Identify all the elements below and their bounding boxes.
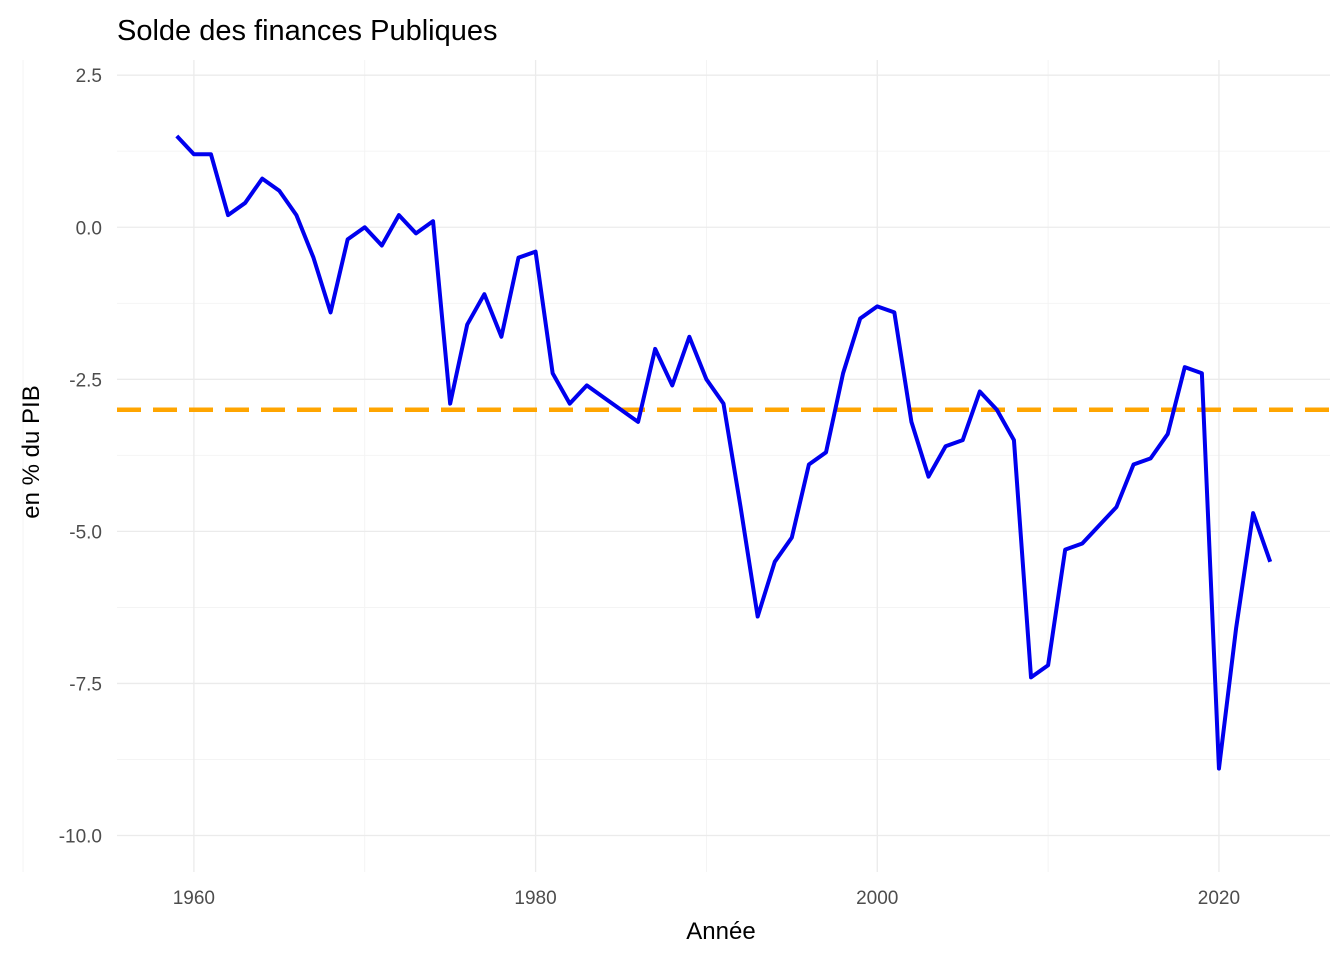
data-point — [1063, 548, 1067, 552]
y-tick-label: -10.0 — [59, 827, 102, 848]
minor-gridlines — [22, 60, 1330, 872]
x-axis-title: Année — [686, 918, 755, 945]
data-point — [1012, 438, 1016, 442]
data-point — [1029, 675, 1033, 679]
data-point — [551, 371, 555, 375]
y-tick-label: -2.5 — [69, 370, 102, 391]
major-gridlines — [117, 60, 1330, 872]
data-point — [909, 420, 913, 424]
data-point — [243, 201, 247, 205]
data-point — [722, 402, 726, 406]
data-point — [602, 396, 606, 400]
y-tick-label: 0.0 — [76, 218, 102, 239]
data-point — [1200, 371, 1204, 375]
data-point — [1149, 456, 1153, 460]
data-point — [346, 237, 350, 241]
data-point — [1217, 767, 1221, 771]
data-point — [192, 152, 196, 156]
data-point — [790, 535, 794, 539]
data-point — [414, 231, 418, 235]
data-point — [961, 438, 965, 442]
data-point — [226, 213, 230, 217]
series-line-solde — [175, 134, 1273, 771]
data-point — [294, 213, 298, 217]
data-point — [209, 152, 213, 156]
data-point — [465, 323, 469, 327]
data-point — [499, 335, 503, 339]
data-point — [516, 256, 520, 260]
x-tick-label: 1980 — [514, 888, 556, 909]
data-point — [1097, 523, 1101, 527]
data-point — [858, 317, 862, 321]
data-point — [1268, 560, 1272, 564]
data-point — [1234, 627, 1238, 631]
data-point — [927, 475, 931, 479]
data-point — [1166, 432, 1170, 436]
data-point — [448, 402, 452, 406]
data-point — [568, 402, 572, 406]
y-tick-label: -7.5 — [69, 674, 102, 695]
data-point — [824, 450, 828, 454]
data-point — [534, 250, 538, 254]
data-point — [687, 335, 691, 339]
data-point — [841, 371, 845, 375]
x-axis-ticks: 1960 1980 2000 2020 — [173, 888, 1240, 909]
y-tick-label: 2.5 — [76, 66, 102, 87]
data-point — [482, 292, 486, 296]
data-point — [585, 383, 589, 387]
data-point — [380, 244, 384, 248]
y-axis-title: en % du PIB — [18, 385, 45, 518]
data-point — [1183, 365, 1187, 369]
data-point — [995, 408, 999, 412]
data-point — [329, 310, 333, 314]
data-point — [311, 256, 315, 260]
series-points — [175, 134, 1272, 771]
data-point — [875, 304, 879, 308]
data-point — [260, 177, 264, 181]
data-point — [1132, 462, 1136, 466]
chart-title: Solde des finances Publiques — [117, 15, 497, 47]
data-point — [431, 219, 435, 223]
data-point — [653, 347, 657, 351]
data-point — [944, 444, 948, 448]
data-point — [175, 134, 179, 138]
data-point — [978, 389, 982, 393]
data-point — [807, 462, 811, 466]
data-point — [636, 420, 640, 424]
data-point — [1251, 511, 1255, 515]
data-point — [739, 505, 743, 509]
data-point — [704, 377, 708, 381]
data-point — [670, 383, 674, 387]
data-point — [1114, 505, 1118, 509]
x-tick-label: 1960 — [173, 888, 215, 909]
data-point — [1080, 542, 1084, 546]
data-point — [773, 560, 777, 564]
data-point — [619, 408, 623, 412]
data-point — [397, 213, 401, 217]
x-tick-label: 2000 — [856, 888, 898, 909]
data-point — [277, 189, 281, 193]
data-point — [756, 615, 760, 619]
x-tick-label: 2020 — [1198, 888, 1240, 909]
data-point — [892, 310, 896, 314]
y-axis-ticks: 2.5 0.0 -2.5 -5.0 -7.5 -10.0 — [59, 66, 102, 847]
data-point — [1046, 663, 1050, 667]
y-tick-label: -5.0 — [69, 522, 102, 543]
data-point — [363, 225, 367, 229]
